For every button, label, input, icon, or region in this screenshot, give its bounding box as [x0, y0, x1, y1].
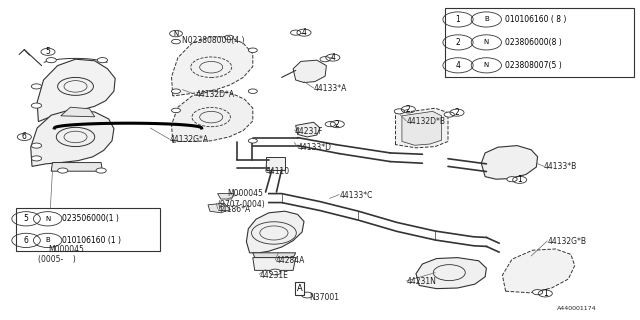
Text: 44133*A: 44133*A	[314, 84, 347, 92]
Text: N: N	[45, 216, 51, 222]
Polygon shape	[481, 146, 538, 179]
Text: 010106160 ( 8 ): 010106160 ( 8 )	[504, 15, 566, 24]
Polygon shape	[37, 59, 115, 122]
Text: 1: 1	[456, 15, 460, 24]
Text: 023808007(5 ): 023808007(5 )	[504, 61, 561, 70]
Text: 6: 6	[22, 132, 27, 141]
Text: 2: 2	[456, 38, 460, 47]
Polygon shape	[31, 109, 114, 166]
Circle shape	[58, 168, 68, 173]
Polygon shape	[51, 163, 102, 171]
Circle shape	[248, 89, 257, 93]
Text: 6: 6	[24, 236, 29, 245]
Polygon shape	[218, 194, 234, 199]
Text: 1: 1	[543, 289, 548, 298]
Polygon shape	[396, 108, 448, 148]
Text: 4: 4	[456, 61, 460, 70]
Polygon shape	[293, 60, 326, 83]
Polygon shape	[172, 91, 253, 142]
Polygon shape	[296, 122, 320, 137]
Circle shape	[172, 39, 180, 44]
Circle shape	[225, 35, 234, 40]
Circle shape	[291, 30, 301, 35]
Polygon shape	[402, 111, 442, 145]
Text: N37001: N37001	[309, 293, 339, 302]
Circle shape	[31, 156, 42, 161]
Text: 1: 1	[517, 175, 522, 184]
Text: N: N	[484, 62, 489, 68]
Text: 44133*D: 44133*D	[298, 143, 332, 152]
Circle shape	[269, 269, 281, 275]
Text: (9707-0004): (9707-0004)	[218, 200, 266, 209]
Text: 44133*C: 44133*C	[339, 191, 372, 200]
Text: A: A	[297, 284, 302, 293]
Text: 2: 2	[335, 120, 340, 129]
Circle shape	[31, 143, 42, 148]
Text: N: N	[484, 39, 489, 45]
Text: 44231F: 44231F	[294, 127, 323, 136]
Polygon shape	[416, 258, 486, 289]
Circle shape	[172, 89, 180, 93]
Text: 44231E: 44231E	[259, 271, 288, 280]
Circle shape	[172, 108, 180, 113]
Polygon shape	[253, 258, 296, 270]
Text: 44132G*A: 44132G*A	[170, 135, 209, 144]
Circle shape	[97, 58, 108, 63]
Text: 44186*A: 44186*A	[218, 205, 251, 214]
Text: 44132G*B: 44132G*B	[547, 237, 586, 246]
Text: N: N	[173, 31, 179, 36]
Circle shape	[248, 139, 257, 143]
Circle shape	[507, 177, 517, 182]
Polygon shape	[253, 253, 296, 258]
Text: M000045: M000045	[227, 189, 263, 198]
Polygon shape	[502, 249, 575, 293]
Text: 44231N: 44231N	[406, 277, 436, 286]
Text: 2: 2	[406, 105, 411, 114]
Text: B: B	[484, 16, 489, 22]
Text: 010106160 (1 ): 010106160 (1 )	[63, 236, 122, 245]
Circle shape	[31, 84, 42, 89]
Polygon shape	[246, 211, 304, 253]
Text: 023506000(1 ): 023506000(1 )	[63, 214, 119, 223]
Text: (0005-    ): (0005- )	[38, 255, 76, 264]
FancyBboxPatch shape	[445, 8, 634, 77]
Polygon shape	[208, 203, 230, 213]
Polygon shape	[172, 37, 253, 96]
Text: 44132D*B: 44132D*B	[406, 117, 445, 126]
Polygon shape	[266, 157, 285, 170]
Circle shape	[444, 112, 454, 117]
Text: 4: 4	[301, 28, 307, 37]
Text: A440001174: A440001174	[557, 306, 596, 311]
Circle shape	[301, 292, 313, 298]
Text: 023806000(8 ): 023806000(8 )	[504, 38, 561, 47]
Circle shape	[248, 48, 257, 52]
Text: M000045: M000045	[48, 245, 84, 254]
Circle shape	[96, 168, 106, 173]
Text: 44110: 44110	[266, 167, 290, 176]
Text: 44284A: 44284A	[275, 256, 305, 265]
Circle shape	[325, 122, 335, 127]
FancyBboxPatch shape	[16, 208, 160, 251]
Circle shape	[46, 58, 56, 63]
Circle shape	[394, 109, 404, 114]
Circle shape	[532, 290, 543, 295]
Text: 4: 4	[330, 53, 335, 62]
Text: N023808000(4 ): N023808000(4 )	[182, 36, 245, 44]
Circle shape	[320, 57, 330, 62]
Polygon shape	[61, 107, 95, 117]
Text: 5: 5	[24, 214, 29, 223]
Circle shape	[31, 103, 42, 108]
Text: 44132D*A: 44132D*A	[195, 90, 234, 99]
Text: 5: 5	[45, 47, 51, 56]
Text: 44133*B: 44133*B	[544, 162, 577, 171]
Text: 2: 2	[454, 108, 460, 117]
Text: B: B	[45, 237, 50, 244]
